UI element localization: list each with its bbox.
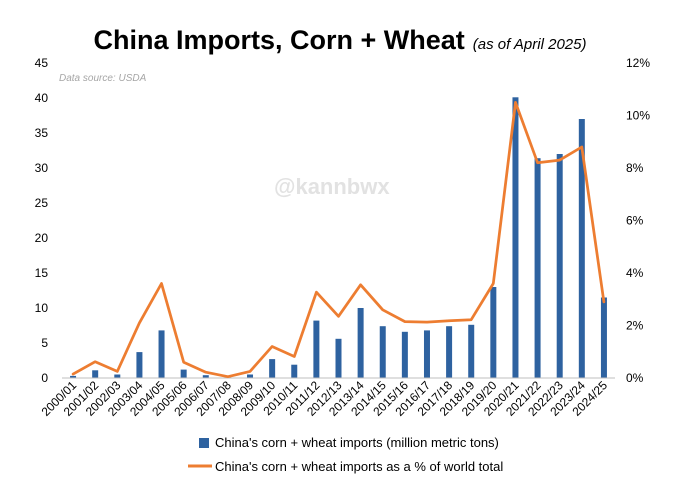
bar-2002/03	[114, 374, 121, 378]
chart-subtitle: (as of April 2025)	[473, 36, 587, 53]
y-right-tick-label: 8%	[626, 161, 644, 175]
bar-2009/10	[269, 359, 276, 378]
bar-2011/12	[313, 320, 320, 378]
left-y-axis: 0 5 10 15 20 25 30 35 40 45	[35, 56, 49, 385]
legend-label-bars: China's corn + wheat imports (million me…	[215, 435, 499, 450]
bar-2023/24	[578, 119, 585, 378]
bar-2006/07	[202, 375, 209, 378]
bar-2010/11	[291, 364, 298, 378]
bar-2004/05	[158, 330, 165, 378]
bar-2008/09	[247, 374, 254, 378]
legend-swatch-bars	[199, 438, 209, 448]
bar-series	[70, 97, 607, 379]
bar-2015/16	[401, 331, 408, 378]
y-right-tick-label: 4%	[626, 266, 644, 280]
bar-2005/06	[180, 369, 187, 378]
svg-text:China Imports, Corn + Wheat(as: China Imports, Corn + Wheat (as of April …	[94, 25, 587, 55]
bar-2001/02	[92, 370, 99, 378]
y-left-tick-label: 0	[41, 371, 48, 385]
legend-label-line: China's corn + wheat imports as a % of w…	[215, 459, 503, 474]
y-right-tick-label: 12%	[626, 56, 650, 70]
bar-2022/23	[556, 154, 563, 378]
y-left-tick-label: 10	[35, 301, 49, 315]
legend-item-line: China's corn + wheat imports as a % of w…	[188, 459, 503, 474]
data-source-note: Data source: USDA	[59, 73, 147, 84]
y-right-tick-label: 6%	[626, 214, 644, 228]
bar-2018/19	[468, 324, 475, 378]
bar-2021/22	[534, 158, 541, 378]
bar-2003/04	[136, 352, 143, 378]
chart-title-group: China Imports, Corn + Wheat (as of April …	[94, 25, 587, 55]
y-left-tick-label: 15	[35, 266, 49, 280]
bar-2013/14	[357, 308, 364, 378]
chart-title: China Imports, Corn + Wheat	[94, 25, 465, 55]
y-left-tick-label: 30	[35, 161, 49, 175]
bar-2024/25	[600, 297, 607, 378]
bar-2020/21	[512, 97, 519, 379]
right-y-axis: 0% 2% 4% 6% 8% 10% 12%	[626, 56, 650, 385]
bar-2017/18	[446, 326, 453, 378]
bar-2016/17	[423, 330, 430, 378]
y-right-tick-label: 0%	[626, 371, 644, 385]
y-left-tick-label: 45	[35, 56, 49, 70]
legend: China's corn + wheat imports (million me…	[188, 435, 503, 474]
bar-2012/13	[335, 338, 342, 378]
bar-2019/20	[490, 287, 497, 378]
line-series	[71, 101, 606, 379]
bar-2014/15	[379, 326, 386, 378]
watermark: @kannbwx	[274, 174, 390, 199]
y-right-tick-label: 2%	[626, 319, 644, 333]
pct-world-line	[71, 101, 606, 379]
y-right-tick-label: 10%	[626, 109, 650, 123]
y-left-tick-label: 25	[35, 196, 49, 210]
y-left-tick-label: 35	[35, 126, 49, 140]
legend-item-bars: China's corn + wheat imports (million me…	[199, 435, 499, 450]
y-left-tick-label: 5	[41, 336, 48, 350]
y-left-tick-label: 40	[35, 91, 49, 105]
x-axis: 2000/012001/022002/032003/042004/052005/…	[39, 378, 611, 419]
y-left-tick-label: 20	[35, 231, 49, 245]
bar-2000/01	[70, 375, 77, 378]
